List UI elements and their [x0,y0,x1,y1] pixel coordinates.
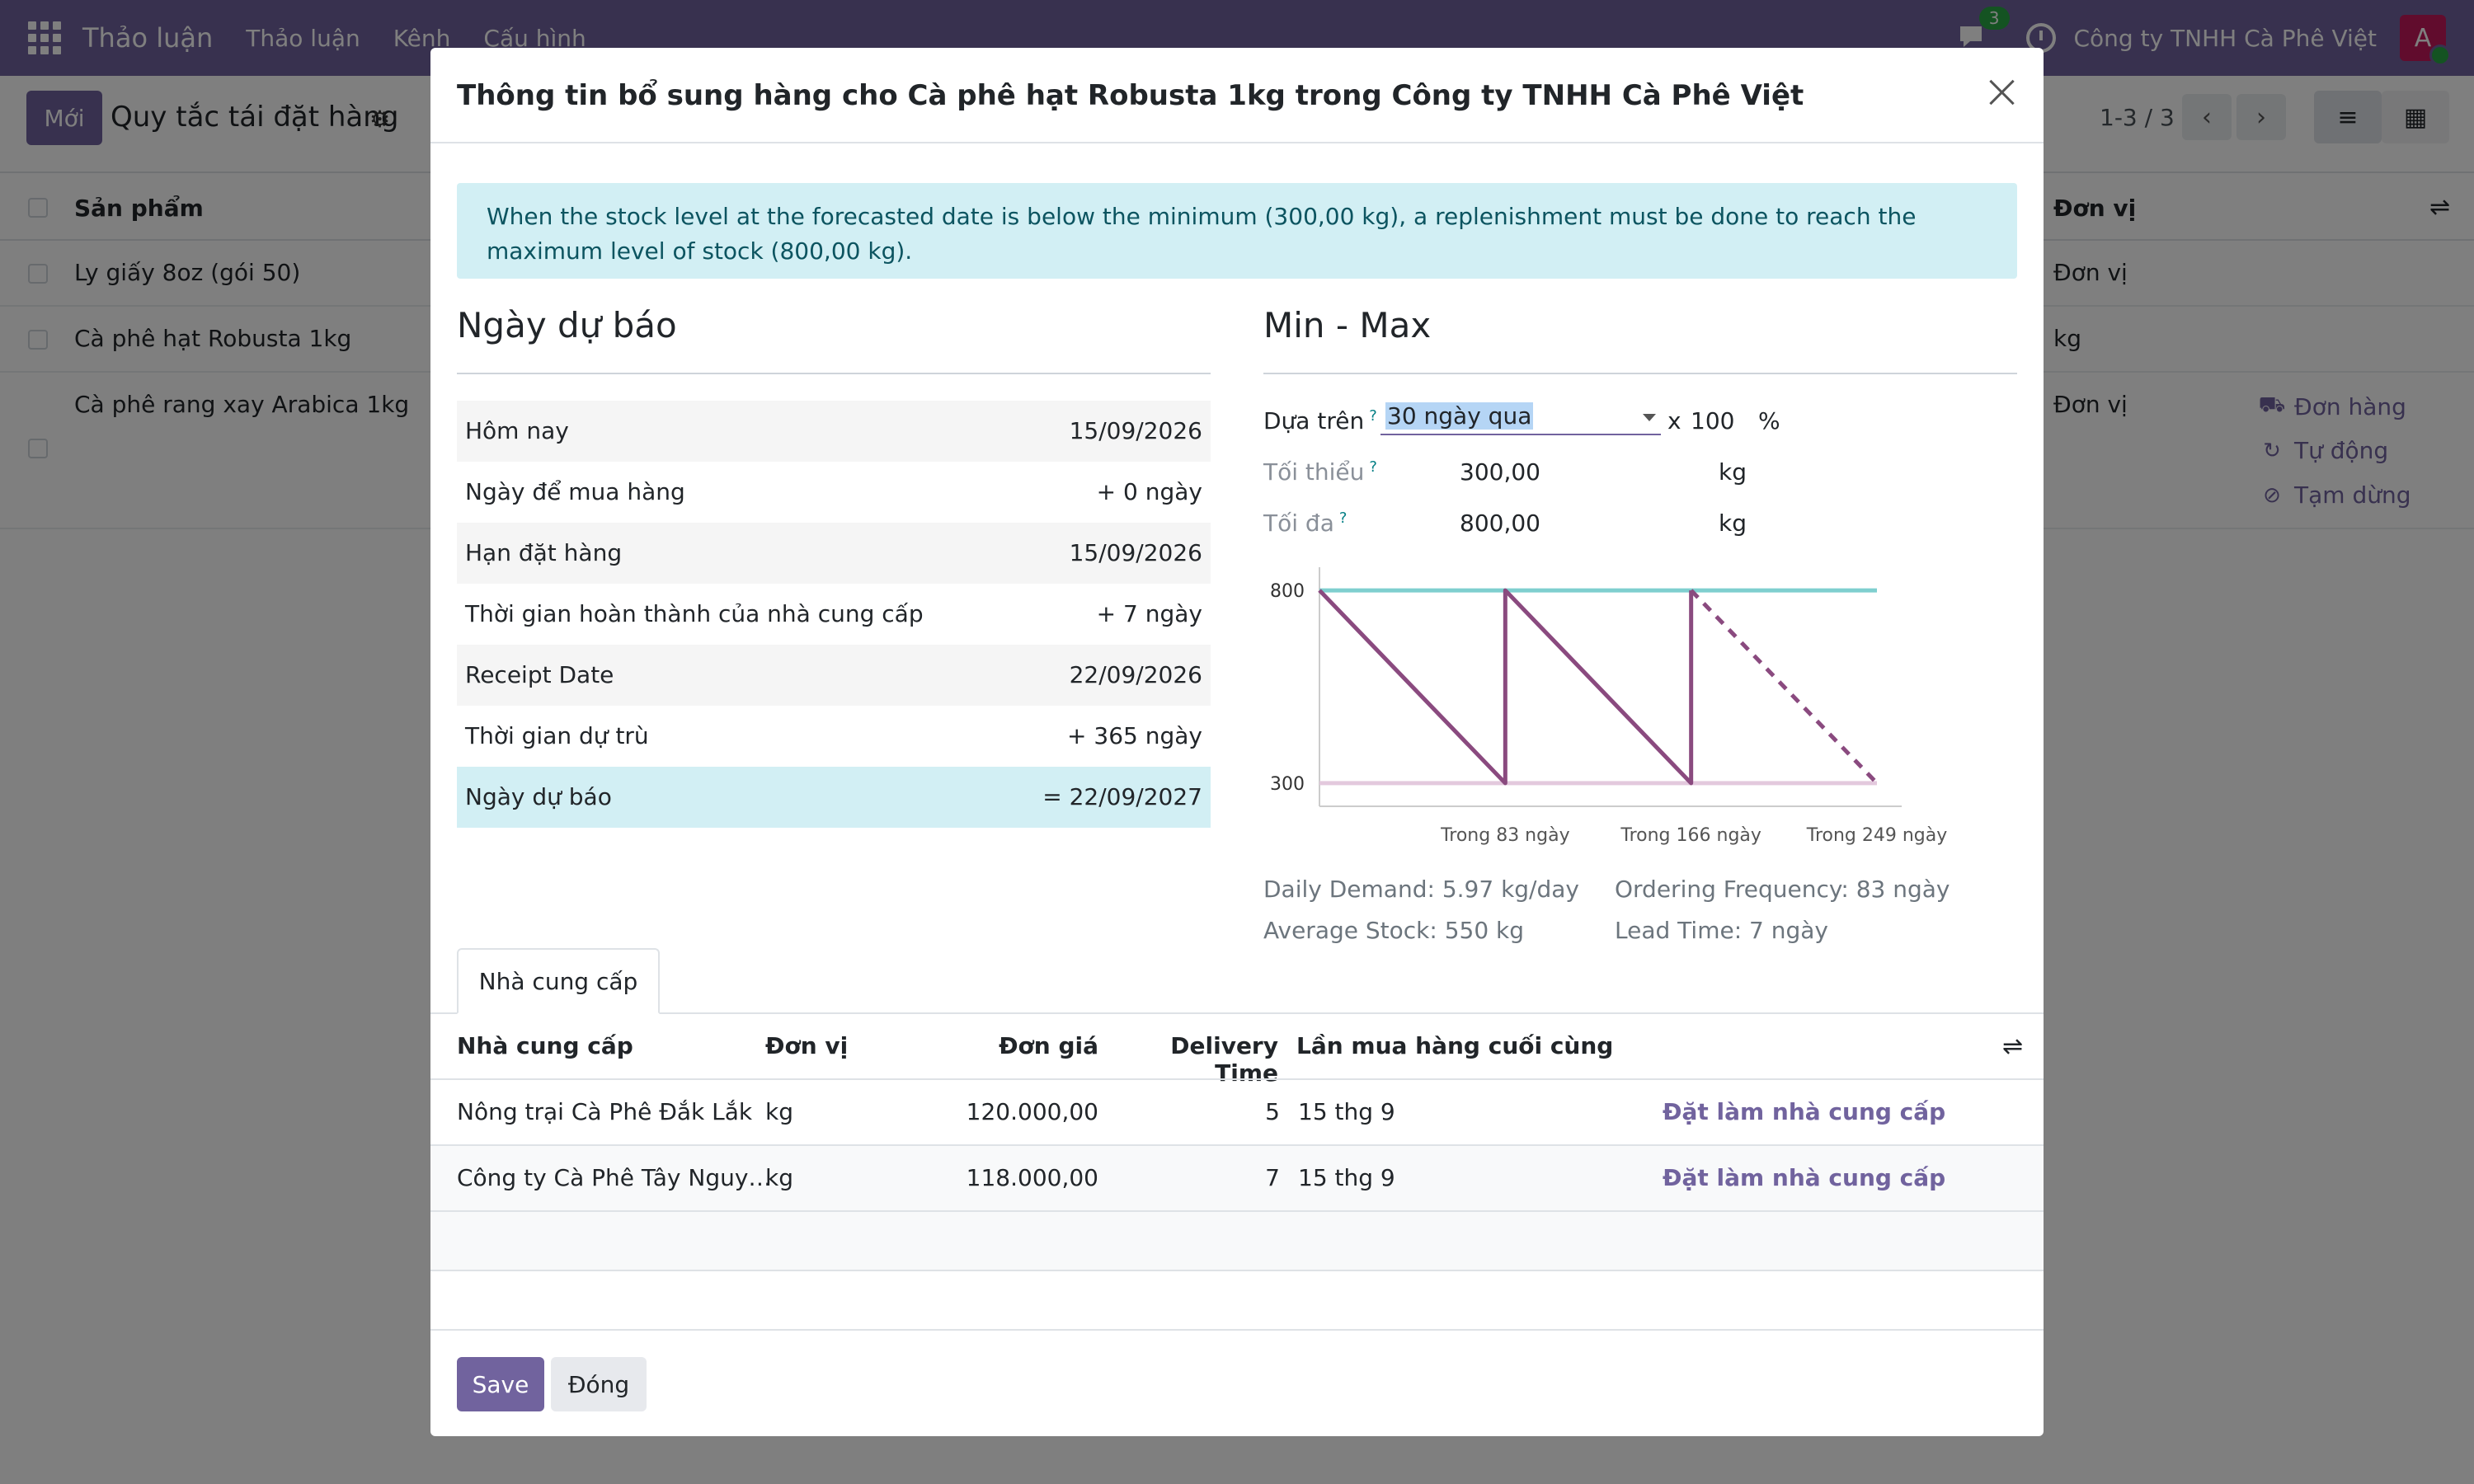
vendor-unit: kg [765,1098,793,1125]
chart-x-tick-label: Trong 83 ngày [1440,825,1570,846]
min-value[interactable]: 300,00 [1460,458,1540,486]
forecast-row-value: = 22/09/2027 [1042,783,1202,810]
forecast-row-label: Receipt Date [465,661,614,688]
divider [457,373,1211,374]
chart-y-tick-label: 800 [1270,581,1305,602]
table-row[interactable]: Công ty Cà Phê Tây Nguy… kg 118.000,00 7… [430,1144,2044,1210]
forecast-title: Ngày dự báo [457,305,677,345]
forecast-row-label: Ngày để mua hàng [465,478,685,505]
lead-time: Lead Time: 7 ngày [1615,917,1828,944]
modal-title: Thông tin bổ sung hàng cho Cà phê hạt Ro… [457,79,1804,112]
vendor-delivery: 7 [1265,1164,1280,1191]
help-icon[interactable]: ? [1338,510,1348,527]
min-label: Tối thiểu? [1263,458,1377,486]
forecast-row-label: Hạn đặt hàng [465,539,623,566]
column-last-purchase[interactable]: Lần mua hàng cuối cùng [1296,1032,1614,1059]
chart-forecast-stock-line [1689,589,1879,785]
forecast-row: Hôm nay 15/09/2026 [457,401,1211,462]
replenishment-info-dialog: Thông tin bổ sung hàng cho Cà phê hạt Ro… [430,48,2044,1436]
close-icon[interactable] [1986,76,2019,109]
multiplier-x: x [1667,407,1681,434]
based-on-label-text: Dựa trên [1263,407,1365,434]
vendor-name: Nông trại Cà Phê Đắk Lắk [457,1098,753,1125]
based-on-label: Dựa trên? [1263,407,1377,434]
min-label-text: Tối thiểu [1263,458,1365,486]
footer-divider [430,1329,2044,1331]
stock-chart: 800 300 Trong 83 ngày Trong 166 ngày Trong 2… [1270,567,1948,846]
column-delivery-time[interactable]: Delivery Time [1170,1032,1278,1087]
forecast-row-label: Ngày dự báo [465,783,612,810]
vendor-last-purchase: 15 thg 9 [1298,1164,1395,1191]
forecast-row-label: Thời gian dự trù [465,722,649,749]
tab-vendors[interactable]: Nhà cung cấp [457,948,660,1014]
save-button[interactable]: Save [457,1357,544,1411]
set-vendor-button[interactable]: Đặt làm nhà cung cấp [1663,1098,1946,1125]
forecast-row-value: + 365 ngày [1067,722,1202,749]
chevron-down-icon [1643,414,1656,421]
chart-y-tick-label: 300 [1270,774,1305,795]
vendor-price: 120.000,00 [966,1098,1098,1125]
chart-x-tick-label: Trong 249 ngày [1806,825,1948,846]
forecast-row-total: Ngày dự báo = 22/09/2027 [457,767,1211,828]
min-unit: kg [1719,458,1747,486]
divider [1263,373,2017,374]
optional-columns-icon[interactable]: ⇌ [2002,1032,2024,1061]
forecast-row: Hạn đặt hàng 15/09/2026 [457,523,1211,584]
tab-divider [430,1012,2044,1014]
vendor-last-purchase: 15 thg 9 [1298,1098,1395,1125]
based-on-select[interactable]: 30 ngày qua [1380,399,1661,435]
max-label-text: Tối đa [1263,510,1334,537]
vendor-name: Công ty Cà Phê Tây Nguy… [457,1164,772,1191]
forecast-row-value: 15/09/2026 [1069,417,1202,444]
chart-x-tick-label: Trong 166 ngày [1620,825,1761,846]
ordering-frequency: Ordering Frequency: 83 ngày [1615,876,1950,903]
column-unit[interactable]: Đơn vị [765,1032,849,1059]
forecast-row: Thời gian dự trù + 365 ngày [457,706,1211,767]
forecast-row-value: 15/09/2026 [1069,539,1202,566]
percent-input[interactable]: 100 [1691,407,1735,434]
max-value[interactable]: 800,00 [1460,510,1540,537]
help-icon[interactable]: ? [1369,407,1377,425]
forecast-row-value: + 7 ngày [1096,600,1202,627]
forecast-row: Receipt Date 22/09/2026 [457,645,1211,706]
modal-header: Thông tin bổ sung hàng cho Cà phê hạt Ro… [430,48,2044,143]
percent-sign: % [1758,407,1780,434]
average-stock: Average Stock: 550 kg [1263,917,1525,944]
forecast-row: Ngày để mua hàng + 0 ngày [457,462,1211,523]
vendor-delivery: 5 [1265,1098,1280,1125]
based-on-value: 30 ngày qua [1385,402,1534,430]
chart-stock-line [1318,588,1694,786]
vendor-price: 118.000,00 [966,1164,1098,1191]
vendor-unit: kg [765,1164,793,1191]
daily-demand: Daily Demand: 5.97 kg/day [1263,876,1579,903]
forecast-row-label: Hôm nay [465,417,569,444]
table-row[interactable]: Nông trại Cà Phê Đắk Lắk kg 120.000,00 5… [430,1078,2044,1144]
help-icon[interactable]: ? [1369,458,1377,476]
forecast-row-label: Thời gian hoàn thành của nhà cung cấp [465,600,924,627]
table-footer [430,1210,2044,1271]
forecast-row-value: + 0 ngày [1096,478,1202,505]
forecast-row-value: 22/09/2026 [1069,661,1202,688]
close-button[interactable]: Đóng [551,1357,647,1411]
column-price[interactable]: Đơn giá [999,1032,1098,1059]
set-vendor-button[interactable]: Đặt làm nhà cung cấp [1663,1164,1946,1191]
info-alert: When the stock level at the forecasted d… [457,183,2017,279]
column-vendor[interactable]: Nhà cung cấp [457,1032,633,1059]
minmax-title: Min - Max [1263,305,1432,345]
max-unit: kg [1719,510,1747,537]
max-label: Tối đa? [1263,510,1347,537]
forecast-row: Thời gian hoàn thành của nhà cung cấp + … [457,584,1211,645]
